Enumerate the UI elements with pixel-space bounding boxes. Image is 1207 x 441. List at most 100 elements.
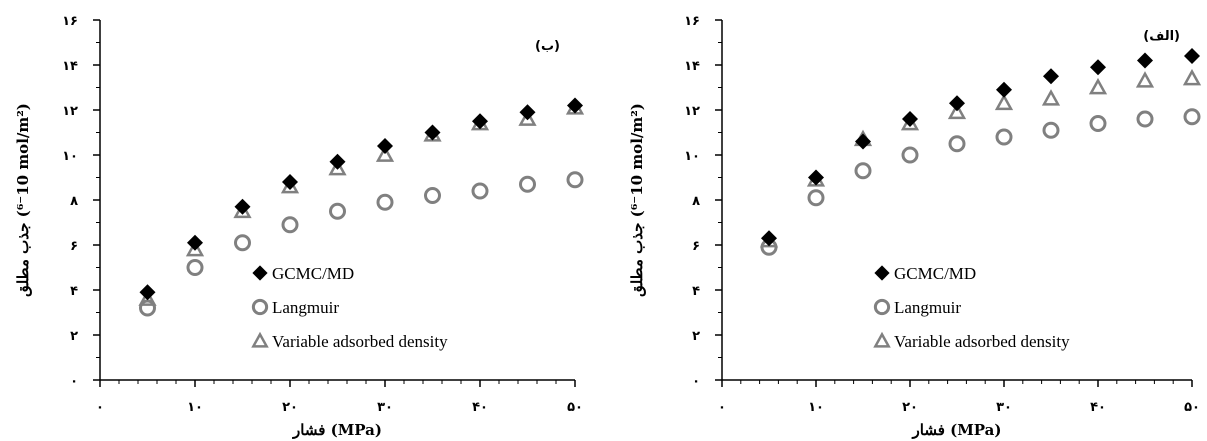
- legend-marker-diamond: [252, 265, 268, 281]
- x-tick-label: ۴۰: [472, 400, 488, 415]
- y-tick-label: ۱۲: [684, 104, 700, 119]
- panel-label: (ب): [535, 39, 560, 54]
- data-point-triangle: [947, 102, 967, 120]
- data-point-diamond: [808, 169, 824, 186]
- data-point-circle: [186, 259, 204, 276]
- data-point-diamond: [1184, 48, 1200, 64]
- data-point-circle: [1183, 108, 1201, 126]
- data-point-circle: [995, 128, 1013, 146]
- x-tick-label: ۰: [718, 400, 726, 415]
- data-point-circle: [281, 216, 299, 234]
- legend: GCMC/MD Langmuir Variable adsorbed density: [251, 264, 448, 351]
- data-point-diamond: [949, 95, 965, 112]
- y-axis-title: جذب مطلق (10⁻⁶ mol/m²): [14, 103, 32, 297]
- data-point-diamond: [902, 111, 918, 127]
- data-point-diamond: [424, 124, 441, 141]
- legend-marker-triangle: [251, 331, 269, 348]
- y-tick-label: ۱۶: [62, 14, 78, 29]
- legend-label: Langmuir: [272, 298, 339, 317]
- data-point-diamond: [996, 81, 1012, 98]
- x-axis-title: فشار (MPa): [912, 421, 1002, 439]
- series-circle: [760, 108, 1201, 256]
- data-point-triangle: [1041, 89, 1061, 106]
- x-tick-label: ۲۰: [902, 400, 918, 415]
- data-point-circle: [519, 175, 536, 193]
- series-triangle: [138, 98, 585, 306]
- data-point-diamond: [234, 198, 251, 215]
- y-tick-label: ۸: [692, 194, 700, 209]
- y-tick-label: ۱۴: [684, 59, 700, 74]
- data-point-triangle: [994, 93, 1014, 111]
- legend-marker-circle: [251, 298, 269, 316]
- data-point-circle: [854, 162, 872, 180]
- data-point-diamond: [855, 133, 871, 150]
- x-axis-title: فشار (MPa): [292, 421, 382, 439]
- data-point-diamond: [1043, 68, 1059, 85]
- data-point-circle: [1089, 115, 1107, 132]
- legend-label: Variable adsorbed density: [272, 332, 448, 351]
- legend-marker-diamond: [874, 265, 890, 281]
- data-point-diamond: [567, 97, 583, 114]
- data-point-circle: [234, 234, 251, 252]
- data-point-circle: [948, 135, 966, 153]
- series-diamond: [139, 97, 583, 301]
- legend-marker-circle: [873, 298, 891, 316]
- data-point-circle: [424, 187, 441, 204]
- y-tick-label: ۴: [692, 284, 700, 299]
- panel-b: ۰ ۲ ۴ ۶ ۸ ۱۰ ۱۲ ۱۴ ۱۶ ۰ ۱۰ ۲۰ ۳۰ ۴۰ ۵۰ فشار (MPa) جذب مط…: [14, 14, 585, 439]
- y-axis-title: جذب مطلق (10⁻⁶ mol/m²): [628, 103, 646, 297]
- legend-label: Langmuir: [894, 298, 961, 317]
- legend-label: Variable adsorbed density: [894, 332, 1070, 351]
- y-tick-label: ۱۰: [62, 149, 78, 164]
- y-tick-label: ۲: [692, 329, 700, 344]
- x-tick-label: ۲۰: [282, 400, 298, 415]
- data-point-circle: [471, 182, 489, 200]
- x-tick-label: ۴۰: [1090, 400, 1106, 415]
- panel-label: (الف): [1143, 29, 1180, 44]
- y-tick-label: ۴: [70, 284, 78, 299]
- data-point-triangle: [328, 158, 347, 176]
- data-point-diamond: [377, 138, 393, 154]
- series-diamond: [761, 48, 1200, 247]
- data-point-diamond: [329, 153, 346, 170]
- data-point-triangle: [1135, 71, 1155, 88]
- data-point-triangle: [1182, 68, 1202, 86]
- x-tick-label: ۵۰: [567, 400, 583, 415]
- y-tick-label: ۲: [70, 329, 78, 344]
- y-tick-label: ۰: [692, 374, 700, 389]
- data-point-diamond: [761, 230, 777, 247]
- panel-alef: ۰ ۲ ۴ ۶ ۸ ۱۰ ۱۲ ۱۴ ۱۶ ۰ ۱۰ ۲۰ ۳۰ ۴۰ ۵۰ فشار (MPa) جذب مط…: [628, 14, 1202, 439]
- data-point-circle: [1042, 121, 1060, 139]
- data-point-diamond: [1090, 59, 1106, 76]
- legend-label: GCMC/MD: [272, 264, 354, 283]
- data-point-diamond: [187, 234, 203, 251]
- legend-label: GCMC/MD: [894, 264, 976, 283]
- x-tick-label: ۰: [96, 400, 104, 415]
- data-point-circle: [139, 299, 156, 317]
- legend-marker-triangle: [873, 331, 891, 348]
- y-tick-label: ۶: [70, 239, 78, 254]
- y-tick-label: ۶: [692, 239, 700, 254]
- data-point-circle: [376, 193, 394, 211]
- y-tick-label: ۸: [70, 194, 78, 209]
- data-point-diamond: [1137, 52, 1153, 69]
- x-tick-label: ۱۰: [808, 400, 824, 415]
- series-circle: [139, 171, 584, 317]
- data-point-triangle: [375, 145, 395, 162]
- data-point-triangle: [138, 289, 157, 306]
- data-point-circle: [566, 171, 584, 189]
- data-point-diamond: [472, 113, 488, 130]
- y-tick-label: ۱۲: [62, 104, 78, 119]
- y-tick-label: ۰: [70, 374, 78, 389]
- x-tick-label: ۵۰: [1184, 400, 1200, 415]
- data-point-circle: [329, 202, 346, 220]
- y-tick-label: ۱۶: [684, 14, 700, 29]
- data-point-triangle: [518, 109, 537, 126]
- data-point-diamond: [519, 104, 536, 121]
- data-point-circle: [1136, 110, 1154, 128]
- data-point-circle: [901, 146, 919, 164]
- data-point-circle: [807, 189, 825, 207]
- y-tick-label: ۱۰: [684, 149, 700, 164]
